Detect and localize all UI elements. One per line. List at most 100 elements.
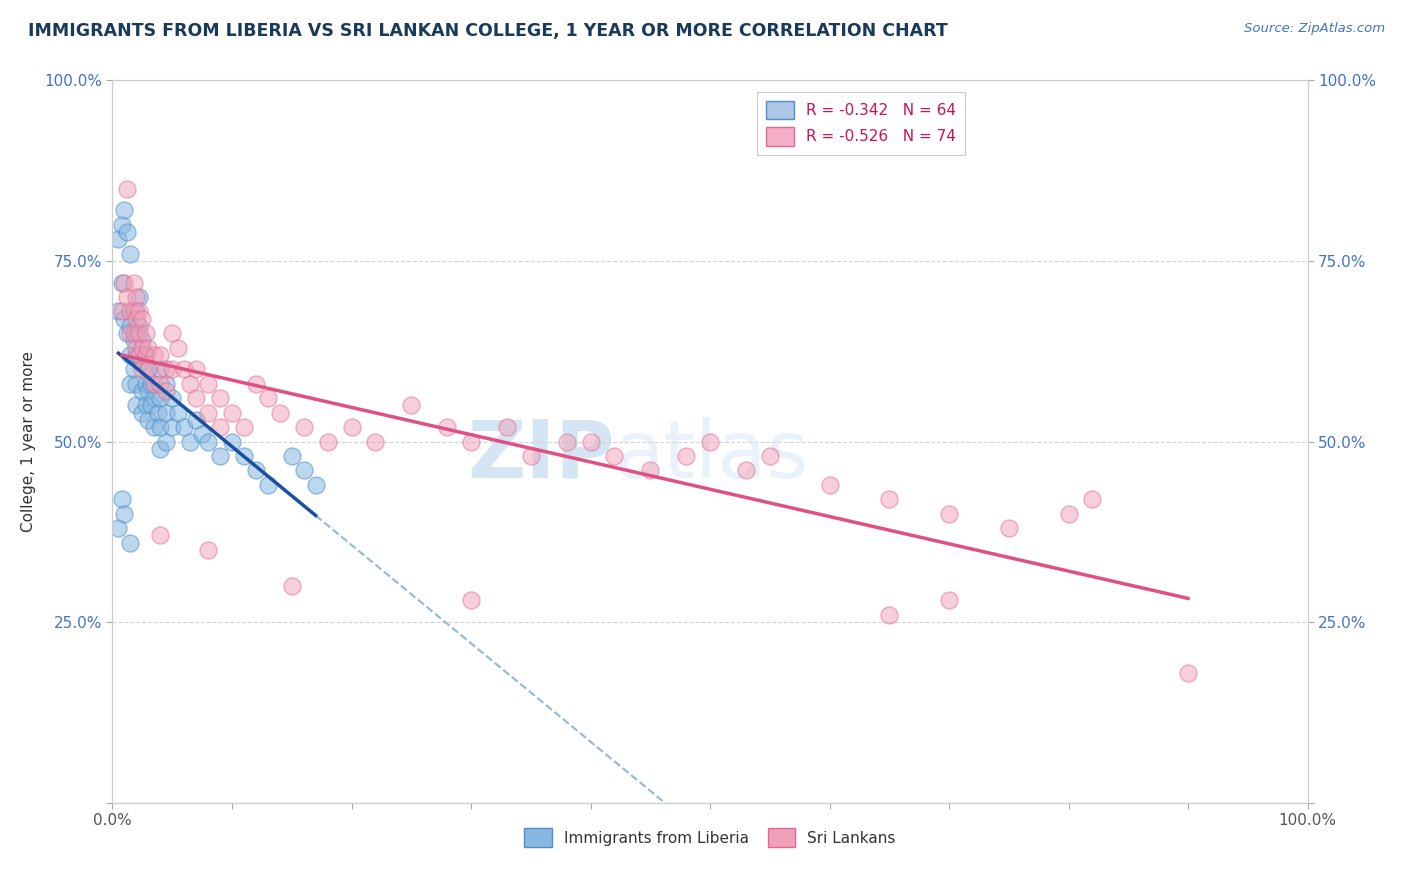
Point xyxy=(111,218,134,232)
Point xyxy=(131,384,153,398)
Point xyxy=(107,232,129,246)
Point xyxy=(245,463,267,477)
Point xyxy=(135,348,157,362)
Point xyxy=(197,376,219,391)
Point xyxy=(221,406,243,420)
Point xyxy=(316,434,339,449)
Point xyxy=(114,276,135,290)
Point xyxy=(149,442,172,456)
Point xyxy=(138,362,160,376)
Point xyxy=(135,376,157,391)
Point xyxy=(579,434,602,449)
Point xyxy=(699,434,721,449)
Point xyxy=(221,434,243,449)
Point xyxy=(120,376,142,391)
Point xyxy=(555,434,578,449)
Point xyxy=(115,290,138,304)
Point xyxy=(115,182,138,196)
Point xyxy=(143,348,166,362)
Point xyxy=(143,391,166,405)
Point xyxy=(209,420,232,434)
Point xyxy=(460,593,482,607)
Point xyxy=(128,326,150,340)
Point xyxy=(120,246,142,260)
Point xyxy=(128,318,150,333)
Point xyxy=(149,420,172,434)
Point xyxy=(818,478,841,492)
Point xyxy=(197,406,219,420)
Point xyxy=(125,376,148,391)
Point xyxy=(162,420,183,434)
Point xyxy=(640,463,662,477)
Point xyxy=(131,355,153,369)
Point xyxy=(155,384,177,398)
Point xyxy=(879,492,901,507)
Point xyxy=(520,449,543,463)
Point xyxy=(131,311,153,326)
Point xyxy=(173,420,195,434)
Point xyxy=(1057,507,1080,521)
Point xyxy=(191,427,214,442)
Point xyxy=(125,290,148,304)
Point xyxy=(436,420,458,434)
Point xyxy=(233,420,256,434)
Point xyxy=(128,290,150,304)
Point xyxy=(155,376,177,391)
Legend: Immigrants from Liberia, Sri Lankans: Immigrants from Liberia, Sri Lankans xyxy=(519,822,901,853)
Point xyxy=(143,420,166,434)
Point xyxy=(197,542,219,557)
Point xyxy=(162,362,183,376)
Point xyxy=(139,398,162,412)
Point xyxy=(173,362,195,376)
Point xyxy=(135,326,157,340)
Point xyxy=(135,348,157,362)
Point xyxy=(257,391,280,405)
Point xyxy=(131,341,153,355)
Point xyxy=(233,449,256,463)
Point xyxy=(879,607,901,622)
Point xyxy=(120,318,142,333)
Point xyxy=(998,521,1021,535)
Point xyxy=(131,334,153,348)
Point xyxy=(209,449,232,463)
Point xyxy=(122,362,145,376)
Text: atlas: atlas xyxy=(614,417,808,495)
Point xyxy=(125,398,148,412)
Point xyxy=(122,304,145,318)
Point xyxy=(138,341,160,355)
Point xyxy=(111,276,134,290)
Y-axis label: College, 1 year or more: College, 1 year or more xyxy=(21,351,35,532)
Point xyxy=(149,528,172,542)
Point xyxy=(155,434,177,449)
Point xyxy=(938,507,960,521)
Point xyxy=(125,341,148,355)
Point xyxy=(131,406,153,420)
Point xyxy=(131,362,153,376)
Point xyxy=(149,376,172,391)
Point xyxy=(128,348,150,362)
Point xyxy=(186,391,208,405)
Point xyxy=(120,304,142,318)
Point xyxy=(138,362,160,376)
Point xyxy=(111,492,134,507)
Point xyxy=(675,449,697,463)
Point xyxy=(1081,492,1104,507)
Point xyxy=(135,398,157,412)
Point xyxy=(115,326,138,340)
Point xyxy=(128,304,150,318)
Point xyxy=(305,478,328,492)
Point xyxy=(364,434,387,449)
Point xyxy=(139,376,162,391)
Point xyxy=(114,203,135,218)
Point xyxy=(603,449,626,463)
Point xyxy=(340,420,363,434)
Point xyxy=(114,311,135,326)
Point xyxy=(120,348,142,362)
Point xyxy=(245,376,267,391)
Point xyxy=(167,406,190,420)
Point xyxy=(496,420,519,434)
Point xyxy=(155,362,177,376)
Point xyxy=(257,478,280,492)
Point xyxy=(186,362,208,376)
Text: ZIP: ZIP xyxy=(467,417,614,495)
